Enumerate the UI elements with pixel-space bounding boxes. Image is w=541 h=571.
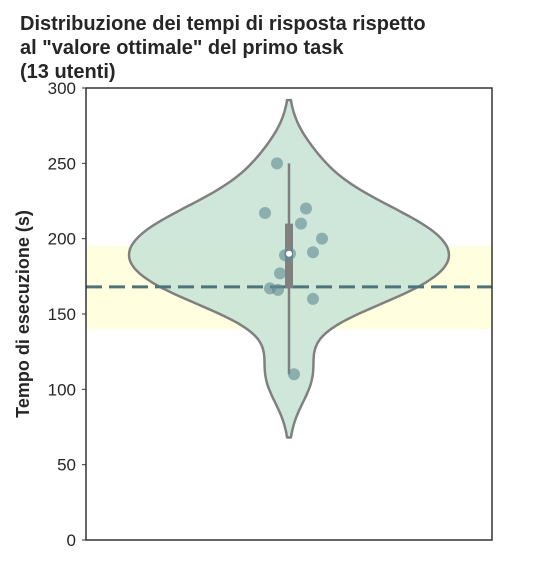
data-point (259, 207, 271, 220)
y-axis-label: Tempo di esecuzione (s) (13, 210, 33, 418)
y-tick-label: 200 (48, 230, 76, 249)
y-tick-label: 50 (57, 456, 76, 475)
data-point (300, 202, 312, 215)
y-tick-label: 100 (48, 380, 76, 399)
data-point (288, 368, 300, 381)
data-point (295, 217, 307, 230)
data-point (307, 292, 319, 305)
data-point (316, 232, 328, 245)
y-tick-label: 0 (67, 531, 76, 550)
y-tick-label: 150 (48, 305, 76, 324)
median-marker (286, 250, 292, 257)
y-tick-label: 250 (48, 154, 76, 173)
data-point (272, 283, 284, 296)
data-point (274, 267, 286, 280)
data-point (307, 246, 319, 259)
chart-title: Distribuzione dei tempi di risposta risp… (20, 13, 426, 83)
y-tick-label: 300 (48, 79, 76, 98)
data-point (271, 157, 283, 170)
